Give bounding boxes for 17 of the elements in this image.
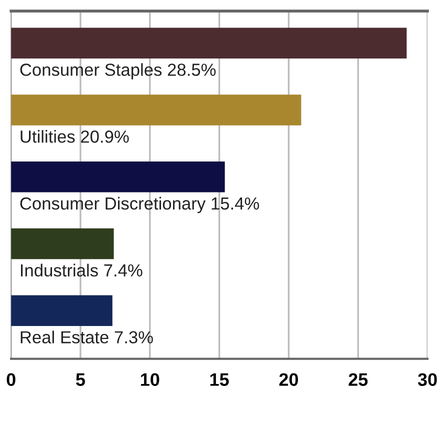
bar [11,28,407,59]
x-tick-label: 5 [76,373,85,386]
x-tick-label: 25 [348,373,368,386]
bar [11,162,225,192]
x-tick-label: 15 [210,373,229,386]
category-label: Industrials 7.4% [21,264,142,277]
bar [11,295,112,326]
bar [11,94,302,126]
category-label: Consumer Staples 28.5% [20,63,216,80]
category-label: Consumer Discretionary 15.4% [20,196,260,214]
x-tick-label: 30 [418,373,437,386]
category-label: Real Estate 7.3% [20,330,153,344]
bar [11,228,114,260]
x-tick-label: 10 [140,373,160,386]
x-tick-label: 20 [279,373,298,386]
x-tick-label: 0 [6,373,16,386]
category-label: Utilities 20.9% [20,130,129,143]
